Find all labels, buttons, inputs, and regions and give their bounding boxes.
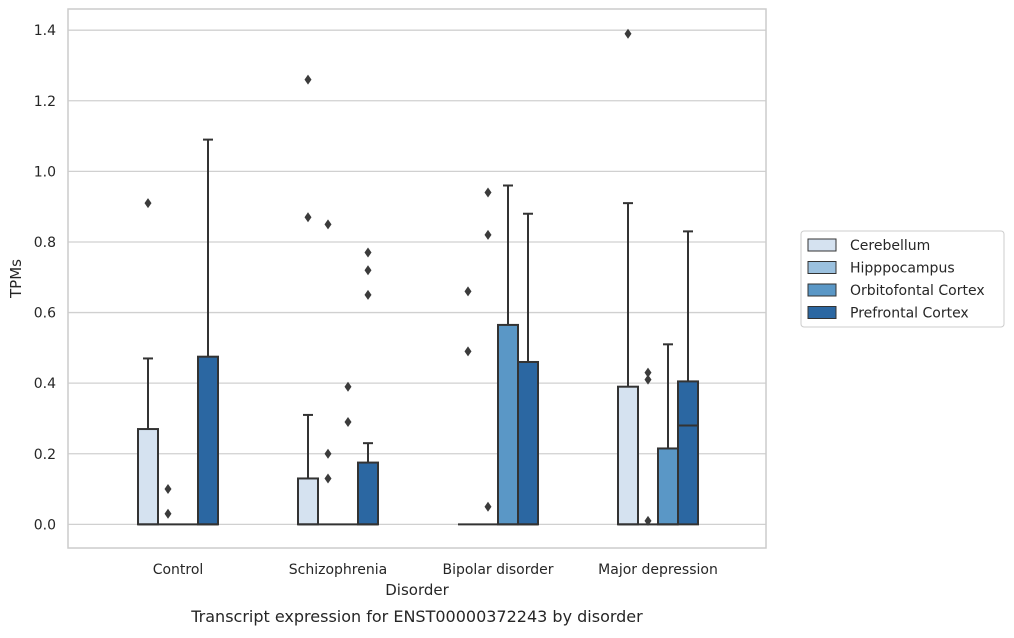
box-body (677, 380, 699, 526)
x-tick-label: Control (153, 562, 204, 578)
box-body (517, 360, 539, 526)
outlier-point (644, 515, 652, 526)
x-tick-label: Schizophrenia (289, 562, 387, 578)
x-axis-ticks: Control Schizophrenia Bipolar disorder Majo… (153, 562, 718, 578)
legend-label: Hipppocampus (850, 261, 955, 277)
outlier-point (364, 289, 372, 300)
box-cerebellum (617, 28, 639, 526)
outlier-point (484, 501, 492, 512)
y-tick-label: 1.0 (34, 164, 56, 180)
outlier-point (304, 212, 312, 223)
box-hipppocampus (318, 219, 338, 526)
y-tick-label: 1.2 (34, 94, 56, 110)
box-cerebellum (137, 198, 159, 526)
outlier-point (324, 473, 332, 484)
box-hipppocampus (638, 367, 658, 526)
box-orbitofontal-cortex (338, 381, 358, 526)
y-tick-label: 1.4 (34, 23, 56, 39)
box-body (197, 355, 219, 526)
outlier-point (644, 367, 652, 378)
y-tick-label: 0.8 (34, 235, 56, 251)
legend-label: Orbitofontal Cortex (850, 283, 985, 299)
box-body (297, 477, 319, 526)
legend-label: Cerebellum (850, 238, 930, 254)
y-tick-label: 0.0 (34, 517, 56, 533)
legend-swatch (807, 261, 837, 274)
x-tick-label: Major depression (598, 562, 718, 578)
outlier-point (464, 346, 472, 357)
y-axis-ticks: 0.0 0.2 0.4 0.6 0.8 1.0 1.2 1.4 (34, 23, 56, 533)
y-tick-label: 0.6 (34, 306, 56, 322)
legend-swatch (807, 238, 837, 252)
chart-caption: Transcript expression for ENST0000037224… (190, 607, 643, 626)
gridlines (68, 29, 766, 526)
box-orbitofontal-cortex (657, 343, 679, 526)
box-body (497, 323, 519, 526)
legend-label: Prefrontal Cortex (850, 306, 969, 322)
outlier-point (164, 484, 172, 495)
outlier-point (484, 187, 492, 198)
box-orbitofontal-cortex (497, 184, 519, 526)
box-hipppocampus (158, 484, 178, 526)
outlier-point (484, 229, 492, 240)
outlier-point (344, 381, 352, 392)
outlier-point (364, 265, 372, 276)
box-prefrontal-cortex (197, 138, 219, 526)
legend-frame (800, 230, 1005, 328)
outlier-point (304, 74, 312, 85)
box-prefrontal-cortex (677, 230, 699, 526)
box-body (657, 447, 679, 526)
box-prefrontal-cortex (357, 247, 379, 526)
outlier-point (644, 374, 652, 385)
box-body (617, 385, 639, 526)
box-cerebellum (297, 74, 319, 526)
legend-swatch (807, 306, 837, 319)
outlier-point (344, 416, 352, 427)
x-tick-label: Bipolar disorder (442, 562, 553, 578)
outlier-point (324, 448, 332, 459)
box-prefrontal-cortex (517, 212, 539, 526)
legend-swatch (807, 283, 837, 297)
x-axis-label: Disorder (385, 581, 449, 599)
outlier-point (624, 28, 632, 39)
legend: Cerebellum Hipppocampus Orbitofontal Corte… (800, 230, 1005, 328)
box-hipppocampus (478, 187, 498, 526)
y-tick-label: 0.2 (34, 447, 56, 463)
box-body (357, 461, 379, 526)
box-body (137, 428, 159, 526)
y-tick-label: 0.4 (34, 376, 56, 392)
box-cerebellum (458, 286, 478, 526)
plot-frame (67, 8, 767, 549)
outlier-point (364, 247, 372, 258)
y-axis-label: TPMs (7, 259, 25, 299)
box-plot-area (137, 28, 699, 526)
outlier-point (164, 508, 172, 519)
outlier-point (464, 286, 472, 297)
outlier-point (324, 219, 332, 230)
outlier-point (144, 198, 152, 209)
